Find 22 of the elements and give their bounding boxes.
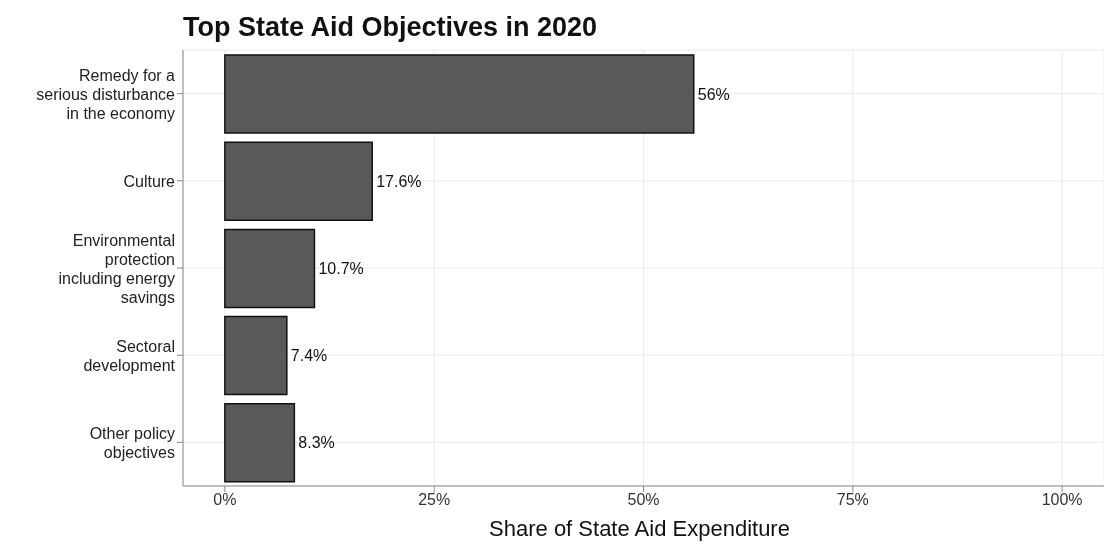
data-label: 8.3% (298, 434, 335, 452)
x-tick-label: 25% (418, 491, 451, 509)
data-label: 56% (697, 85, 730, 103)
y-tick-label: Culture (123, 172, 176, 190)
x-axis-title: Share of State Aid Expenditure (488, 516, 791, 542)
y-tick-label: Remedy for a serious disturbance in the economy (36, 66, 176, 122)
x-tick-label: 75% (836, 491, 869, 509)
data-label: 7.4% (290, 347, 328, 365)
bar (224, 315, 288, 396)
y-tick-label: Environmental protection including energy savings (58, 231, 175, 305)
bar (224, 141, 373, 221)
bar (224, 228, 316, 309)
x-tick-label: 50% (627, 491, 660, 509)
chart-title: Top State Aid Objectives in 2020 (183, 11, 599, 44)
x-tick-label: 0% (213, 491, 237, 509)
y-tick-label: Sectoral development (83, 337, 176, 374)
data-label: 17.6% (376, 172, 422, 190)
x-tick-label: 100% (1041, 491, 1083, 509)
y-tick-label: Other policy objectives (89, 424, 175, 461)
bar (224, 54, 695, 134)
bar (224, 403, 296, 483)
data-label: 10.7% (318, 260, 364, 278)
